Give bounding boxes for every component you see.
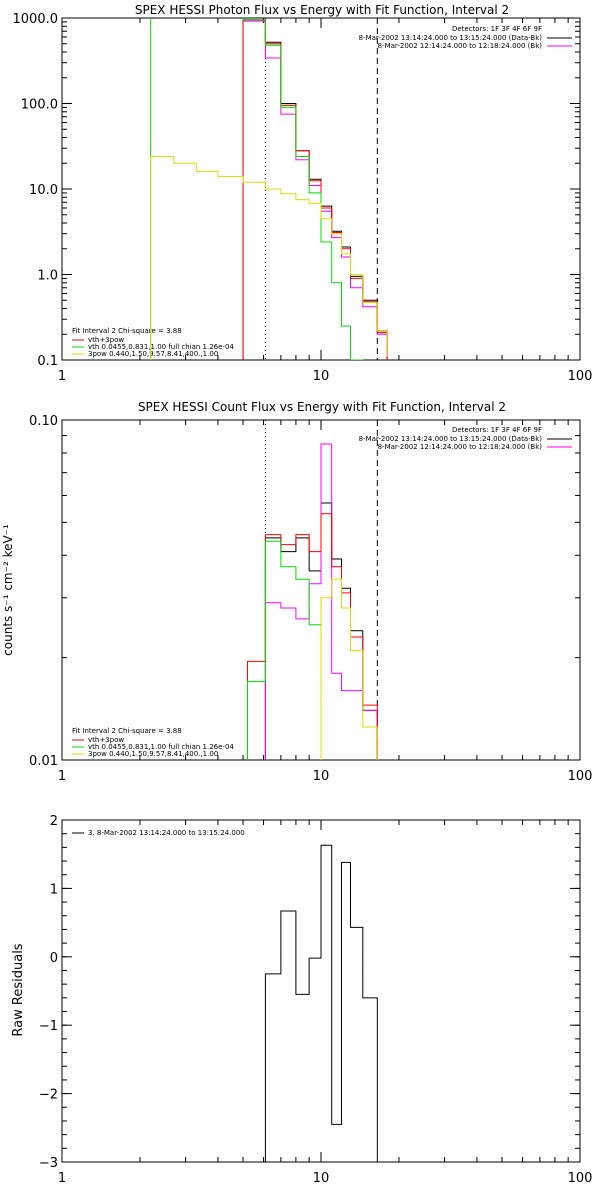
series-3pow-line: [320, 578, 378, 760]
x-tick-label: 1: [58, 369, 66, 384]
y-tick-label: 10.0: [29, 183, 58, 198]
legend-model: vth+3pow: [88, 336, 124, 344]
legend-data-bk: 8-Mar-2002 13:14:24.000 to 13:15:24.000 …: [359, 435, 543, 443]
x-tick-label: 10: [313, 769, 330, 784]
legend-vth: vth 0.0455,0.831,1.00 full chian 1.26e-0…: [88, 743, 234, 751]
count-flux-title: SPEX HESSI Count Flux vs Energy with Fit…: [138, 400, 506, 414]
legend-model: vth+3pow: [88, 736, 124, 744]
residuals-legend-label: 3. 8-Mar-2002 13:14:24.000 to 13:15:24.0…: [88, 829, 245, 837]
legend-detectors: Detectors: 1F 3F 4F 6F 9F: [452, 426, 542, 434]
count-flux-ylabel: counts s⁻¹ cm⁻² keV⁻¹: [1, 524, 15, 656]
chart-marks-1: 1 10 100 0.01 0.10: [29, 414, 593, 784]
x-tick-label: 1: [58, 1171, 66, 1186]
photon-flux-title: SPEX HESSI Photon Flux vs Energy with Fi…: [135, 3, 509, 17]
series-3pow-line: [150, 155, 388, 360]
photon-flux-legend-left: Fit Interval 2 Chi-square = 3.88 vth+3po…: [72, 327, 234, 358]
count-flux-legend-left: Fit Interval 2 Chi-square = 3.88 vth+3po…: [72, 727, 234, 758]
series-bk-line: [242, 20, 388, 360]
legend-fit-header: Fit Interval 2 Chi-square = 3.88: [72, 327, 182, 335]
legend-fit-header: Fit Interval 2 Chi-square = 3.88: [72, 727, 182, 735]
y-tick-label: 0: [50, 951, 58, 966]
x-tick-label: 100: [568, 369, 593, 384]
count-flux-legend-right: Detectors: 1F 3F 4F 6F 9F 8-Mar-2002 13:…: [359, 426, 572, 451]
legend-pow: 3pow 0.440,1.50,9.57,8.41,400.,1.00: [88, 350, 218, 358]
y-tick-label: 1000.0: [13, 12, 59, 27]
series-vth-3pow-line: [246, 513, 378, 760]
y-tick-label: −1: [39, 1019, 58, 1034]
legend-pow: 3pow 0.440,1.50,9.57,8.41,400.,1.00: [88, 750, 218, 758]
y-tick-label: 100.0: [21, 98, 58, 113]
series-vth-3pow-line: [242, 19, 388, 360]
legend-bk: 8-Mar-2002 12:14:24.000 to 12:18:24.000 …: [378, 42, 543, 50]
legend-detectors: Detectors: 1F 3F 4F 6F 9F: [452, 25, 542, 33]
chart-marks-2: 1 10 100 −3 −2 −1 0 1 2: [39, 814, 593, 1186]
y-tick-label: 0.01: [29, 754, 58, 769]
residuals-ylabel: Raw Residuals: [11, 943, 26, 1036]
series-3-8-mar-2002-13-14-24-000-to-13-15-24-000-line: [264, 844, 378, 1162]
series-vth-line: [246, 540, 322, 760]
legend-bk: 8-Mar-2002 12:14:24.000 to 12:18:24.000 …: [378, 443, 543, 451]
x-tick-label: 1: [58, 769, 66, 784]
y-tick-label: 2: [50, 814, 58, 829]
photon-flux-legend-right: Detectors: 1F 3F 4F 6F 9F 8-Mar-2002 13:…: [359, 25, 572, 50]
series-data-bk-line: [264, 502, 378, 760]
y-tick-label: 0.1: [37, 354, 58, 369]
series-data-bk-line: [242, 19, 388, 360]
legend-vth: vth 0.0455,0.831,1.00 full chian 1.26e-0…: [88, 343, 234, 351]
y-tick-label: 0.10: [29, 414, 58, 429]
x-tick-label: 10: [313, 1171, 330, 1186]
legend-data-bk: 8-Mar-2002 13:14:24.000 to 13:15:24.000 …: [359, 34, 543, 42]
y-tick-label: −2: [39, 1088, 58, 1103]
y-tick-label: 1: [50, 882, 58, 897]
series-vth-line: [150, 18, 364, 360]
photon-flux-panel: SPEX HESSI Photon Flux vs Energy with Fi…: [61, 3, 581, 361]
count-flux-panel: SPEX HESSI Count Flux vs Energy with Fit…: [1, 400, 581, 761]
chart-marks-0: 1 10 100 0.1 1.0 10.0 100.0 1000.0: [13, 12, 593, 384]
y-tick-label: −3: [39, 1156, 58, 1171]
x-tick-label: 100: [568, 769, 593, 784]
x-tick-label: 100: [568, 1171, 593, 1186]
x-tick-label: 10: [313, 369, 330, 384]
residuals-legend: 3. 8-Mar-2002 13:14:24.000 to 13:15:24.0…: [72, 829, 245, 837]
y-tick-label: 1.0: [37, 269, 58, 284]
